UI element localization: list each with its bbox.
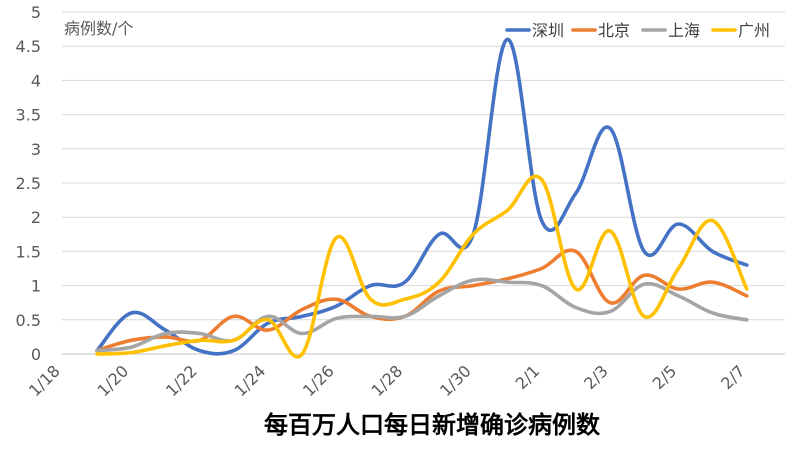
legend-label: 北京 bbox=[598, 21, 630, 40]
series-line-2 bbox=[95, 277, 749, 353]
y-axis-ticks: 0 0.5 1 1.5 2 2.5 3 3.5 4 4.5 5 bbox=[16, 3, 41, 364]
legend-label: 上海 bbox=[668, 21, 700, 40]
y-tick-label: 4.5 bbox=[16, 37, 41, 56]
x-tick-label: 1/24 bbox=[230, 361, 269, 400]
x-tick-label: 1/26 bbox=[299, 361, 338, 400]
y-tick-label: 3.5 bbox=[16, 106, 41, 125]
x-tick-label: 1/18 bbox=[25, 361, 64, 400]
gridlines bbox=[62, 11, 785, 355]
legend: 深圳 北京 上海 广州 bbox=[505, 21, 770, 40]
y-tick-label: 3 bbox=[31, 140, 41, 159]
y-tick-label: 0 bbox=[31, 345, 41, 364]
x-tick-label: 2/3 bbox=[580, 361, 612, 393]
y-tick-label: 1.5 bbox=[16, 242, 41, 261]
series-lines bbox=[95, 37, 749, 359]
chart-title: 每百万人口每日新增确诊病例数 bbox=[264, 411, 601, 439]
legend-label: 深圳 bbox=[532, 21, 564, 40]
x-tick-label: 2/5 bbox=[649, 361, 681, 393]
series-line-3 bbox=[95, 174, 749, 359]
y-tick-label: 2.5 bbox=[16, 174, 41, 193]
x-tick-label: 1/28 bbox=[367, 361, 406, 400]
legend-label: 广州 bbox=[738, 21, 770, 40]
y-tick-label: 4 bbox=[31, 71, 41, 90]
x-tick-label: 1/20 bbox=[93, 361, 132, 400]
x-tick-label: 2/7 bbox=[717, 361, 749, 393]
y-tick-label: 2 bbox=[31, 208, 41, 227]
x-axis-ticks: 1/18 1/20 1/22 1/24 1/26 1/28 1/30 2/1 2/3 2/5 2/7 bbox=[25, 361, 749, 400]
x-tick-label: 1/30 bbox=[436, 361, 475, 400]
y-tick-label: 1 bbox=[31, 277, 41, 296]
y-axis-unit-label: 病例数/个 bbox=[64, 19, 133, 38]
x-tick-label: 1/22 bbox=[162, 361, 201, 400]
y-tick-label: 5 bbox=[31, 3, 41, 22]
series-line-1 bbox=[95, 248, 749, 353]
y-tick-label: 0.5 bbox=[16, 311, 41, 330]
x-tick-label: 2/1 bbox=[512, 361, 544, 393]
